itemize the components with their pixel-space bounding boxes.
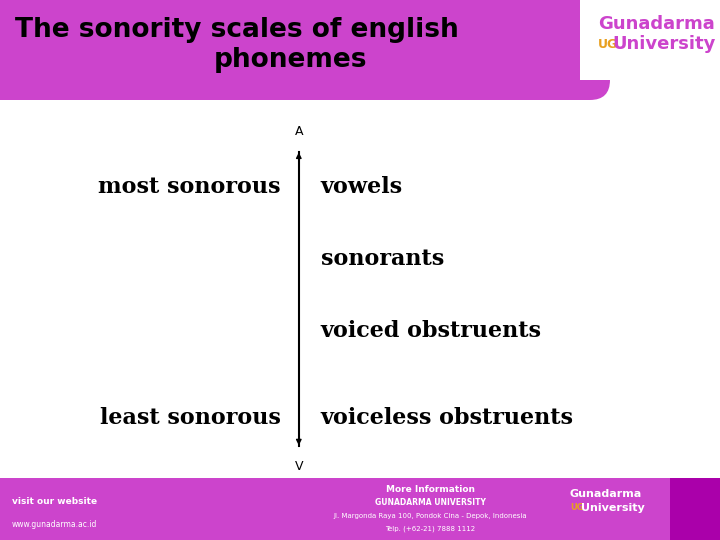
Text: Jl. Margonda Raya 100, Pondok Cina - Depok, Indonesia: Jl. Margonda Raya 100, Pondok Cina - Dep… <box>333 514 527 519</box>
Text: least sonorous: least sonorous <box>100 407 281 429</box>
Text: Gunadarma: Gunadarma <box>598 15 715 33</box>
Text: UG: UG <box>570 503 584 512</box>
Bar <box>0 478 720 540</box>
Text: phonemes: phonemes <box>213 47 366 73</box>
Text: voiced obstruents: voiced obstruents <box>321 320 541 342</box>
Text: University: University <box>612 35 716 53</box>
Text: sonorants: sonorants <box>321 248 444 270</box>
Text: More Information: More Information <box>385 485 474 494</box>
Text: most sonorous: most sonorous <box>99 177 281 199</box>
Text: University: University <box>581 503 644 512</box>
Text: visit our website: visit our website <box>12 497 97 506</box>
Text: A: A <box>294 125 303 138</box>
Text: voiceless obstruents: voiceless obstruents <box>321 407 574 429</box>
Text: GUNADARMA UNIVERSITY: GUNADARMA UNIVERSITY <box>374 498 485 507</box>
Text: UG: UG <box>598 37 618 51</box>
Text: Gunadarma: Gunadarma <box>570 489 642 498</box>
Text: The sonority scales of english: The sonority scales of english <box>15 17 459 43</box>
Text: V: V <box>294 460 303 473</box>
FancyBboxPatch shape <box>0 0 610 100</box>
Text: www.gunadarma.ac.id: www.gunadarma.ac.id <box>12 520 97 529</box>
Bar <box>580 0 720 80</box>
Text: vowels: vowels <box>321 177 403 199</box>
Text: Telp. (+62-21) 7888 1112: Telp. (+62-21) 7888 1112 <box>385 525 475 532</box>
Bar <box>670 478 720 540</box>
